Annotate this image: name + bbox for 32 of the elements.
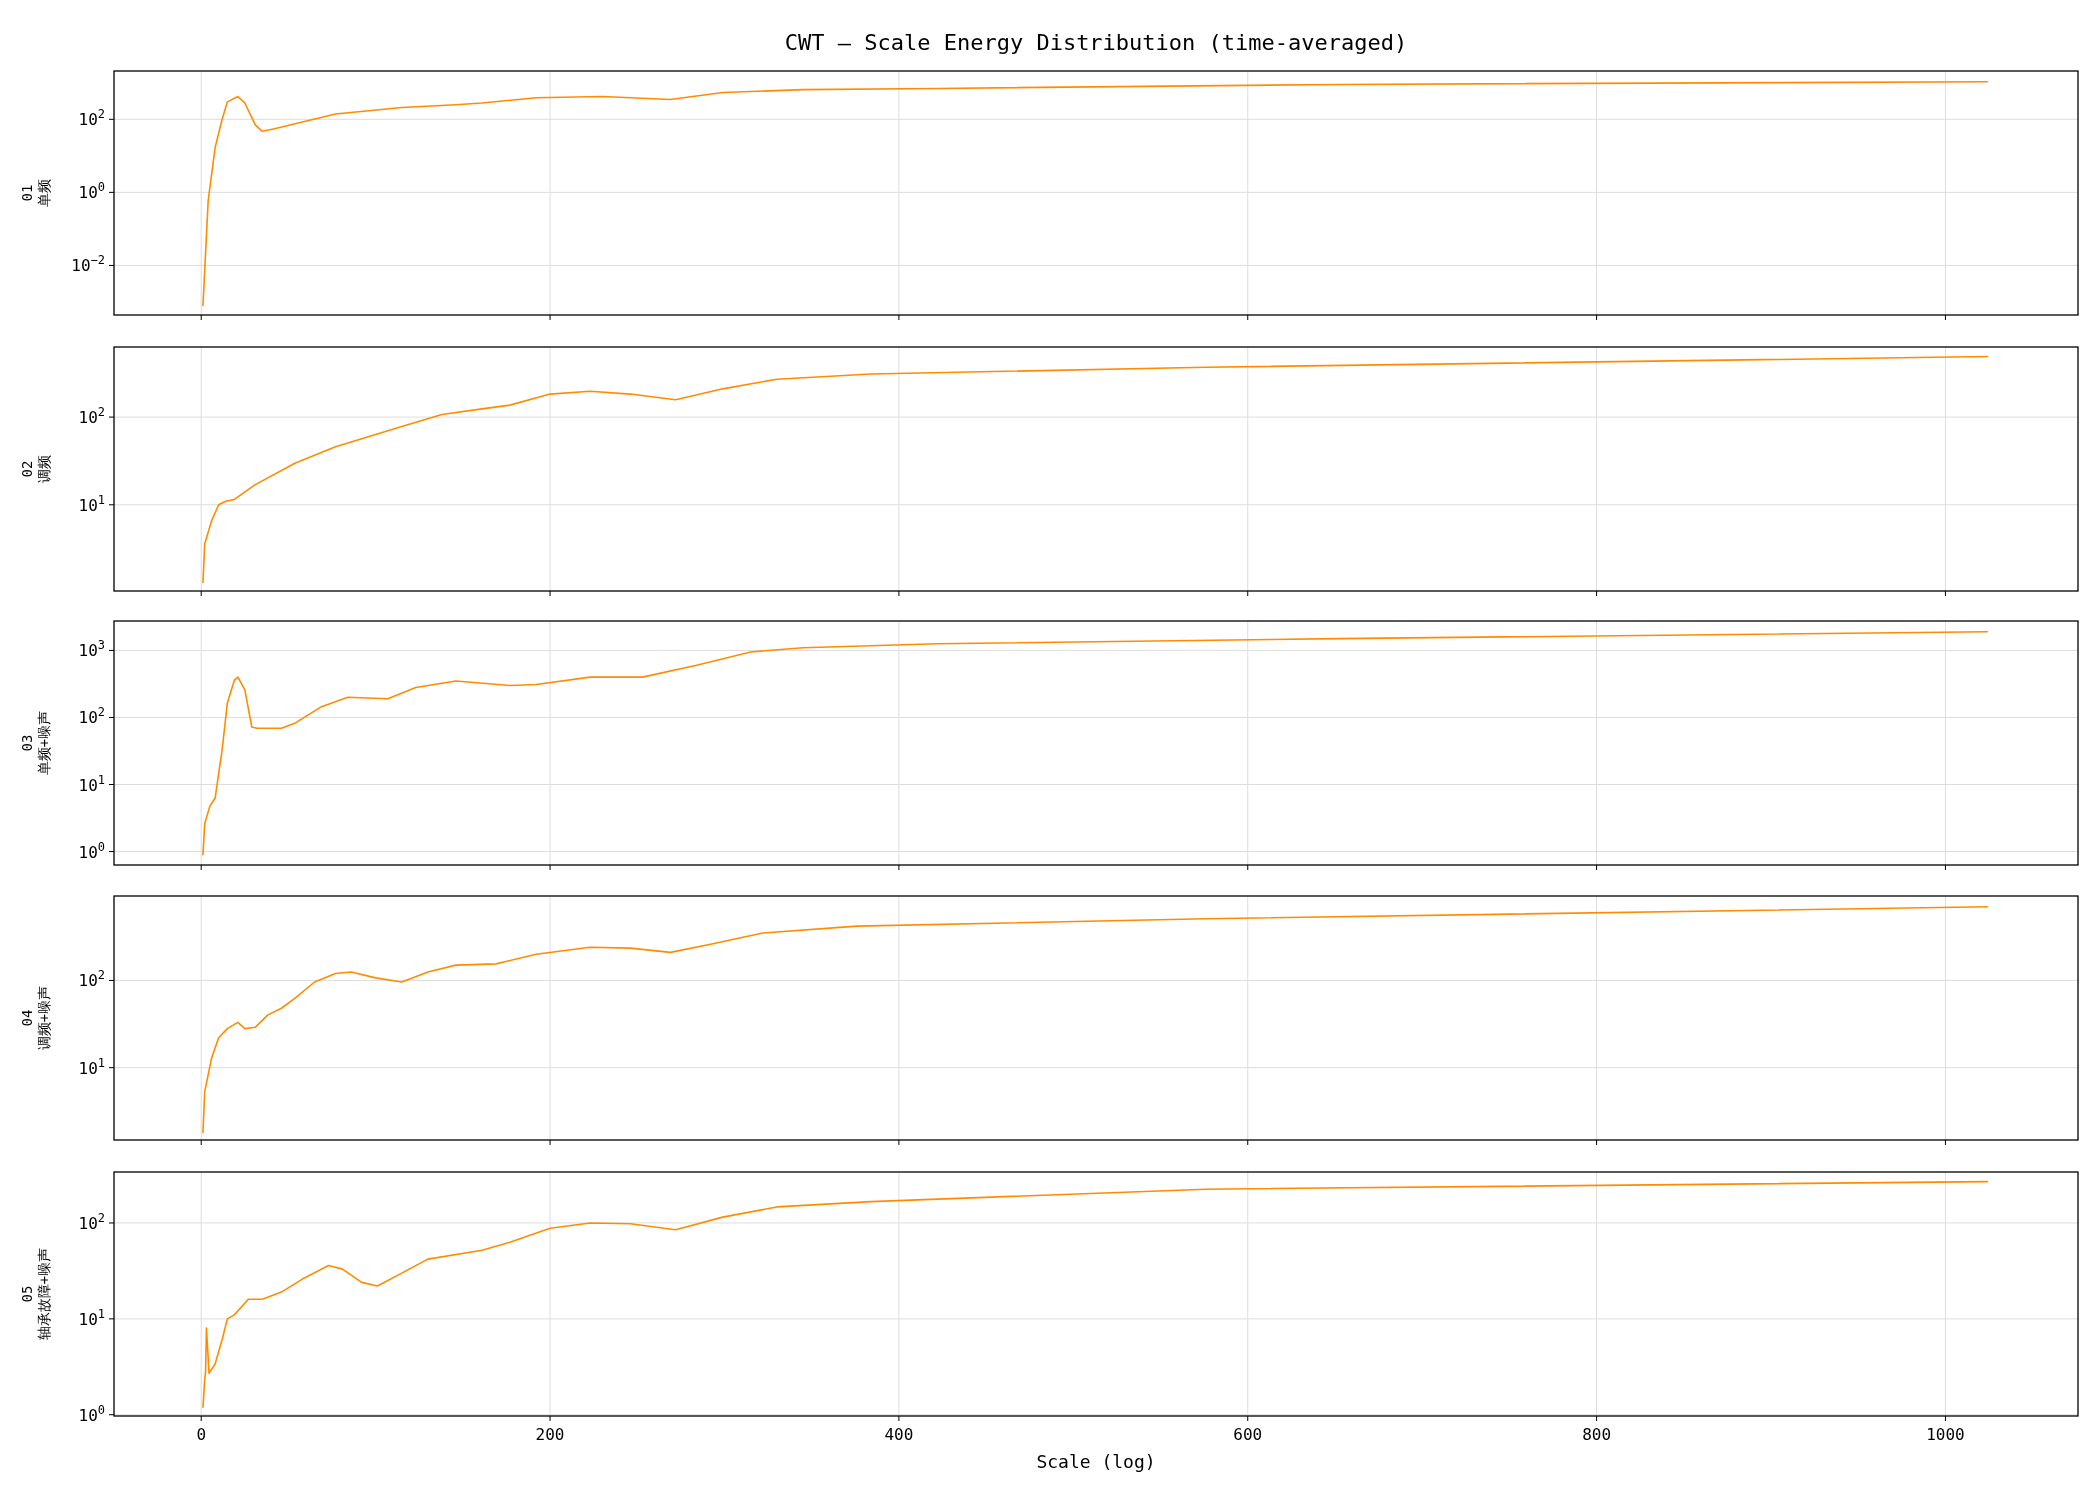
line-series xyxy=(202,630,1989,856)
y-tick-label: 10$^{2}$ xyxy=(78,405,105,428)
y-tick-label: 10$^{−2}$ xyxy=(71,253,105,276)
y-tick-label: 10$^{2}$ xyxy=(78,107,105,130)
y-axis-title: 03 单频+噪声 xyxy=(19,710,52,776)
y-tick-label: 10$^{0}$ xyxy=(78,180,105,203)
x-axis-title: Scale (log) xyxy=(1036,1451,1156,1472)
y-tick-label: 10$^{2}$ xyxy=(78,1210,105,1233)
line-series xyxy=(202,80,1989,307)
y-axis-title: 04 调频+噪声 xyxy=(19,985,52,1051)
x-tick-label: 0 xyxy=(196,1425,207,1444)
y-tick-label: 10$^{1}$ xyxy=(78,772,105,795)
y-axis-title: 01 单频 xyxy=(19,179,52,207)
line-series xyxy=(202,355,1989,584)
x-tick-label: 400 xyxy=(884,1425,914,1444)
x-tick-label: 800 xyxy=(1582,1425,1612,1444)
x-tick-label: 200 xyxy=(535,1425,565,1444)
y-tick-label: 10$^{0}$ xyxy=(78,839,105,862)
chart-title: CWT — Scale Energy Distribution (time-averaged) xyxy=(784,30,1408,55)
y-axis-title: 05 轴承故障+噪声 xyxy=(19,1247,52,1341)
line-series xyxy=(202,1180,1989,1408)
x-tick-label: 1000 xyxy=(1926,1425,1965,1444)
y-tick-label: 10$^{1}$ xyxy=(78,1055,105,1078)
x-tick-label: 600 xyxy=(1233,1425,1263,1444)
y-tick-label: 10$^{3}$ xyxy=(78,638,105,661)
y-tick-label: 10$^{1}$ xyxy=(78,492,105,515)
y-tick-label: 10$^{2}$ xyxy=(78,705,105,728)
y-tick-label: 10$^{2}$ xyxy=(78,968,105,991)
line-series xyxy=(202,905,1989,1134)
y-axis-title: 02 调频 xyxy=(19,455,52,483)
y-tick-label: 10$^{1}$ xyxy=(78,1306,105,1329)
y-tick-label: 10$^{0}$ xyxy=(78,1402,105,1425)
